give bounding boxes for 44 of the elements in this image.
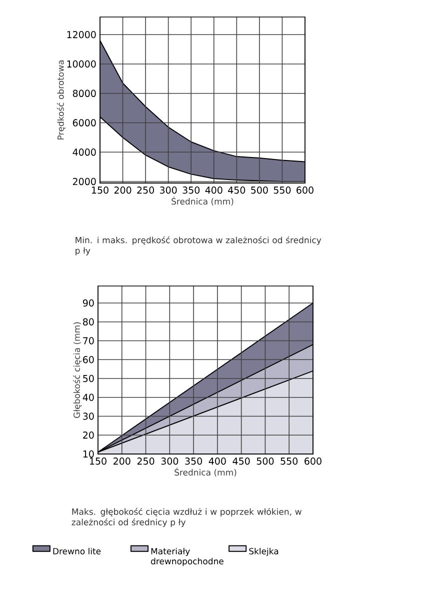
- x-tick-label: 550: [280, 458, 298, 465]
- y-tick-label: 2000: [72, 178, 96, 186]
- y-tick-label: 60: [83, 356, 94, 364]
- text: Maks. głębokość cięcia wzdłuż i w poprzek włókien, w zależności od średnicy p ły: [72, 508, 302, 528]
- y-tick-label: 90: [82, 299, 94, 307]
- y-axis-title: Prędkość obrotowa: [56, 60, 66, 140]
- x-axis-title: Średnica (mm): [174, 468, 236, 477]
- x-tick-label: 450: [232, 458, 250, 465]
- text: Min. i maks. prędkość obrotowa w zależności od średnicy p ły: [76, 236, 322, 256]
- y-tick-label: 80: [83, 318, 94, 326]
- legend-label: Materiały drewnopochodne: [151, 548, 224, 566]
- x-tick-label: 200: [114, 186, 132, 194]
- x-tick-label: 200: [114, 458, 130, 465]
- y-tick-label: 4000: [72, 148, 96, 156]
- x-tick-label: 500: [251, 186, 268, 194]
- x-tick-label: 350: [182, 186, 200, 194]
- y-tick-label: 50: [83, 374, 94, 382]
- y-tick-label: 30: [83, 412, 94, 420]
- x-tick-label: 550: [274, 186, 291, 194]
- x-tick-label: 400: [208, 458, 226, 465]
- legend-label: Sklejka: [249, 548, 278, 556]
- y-tick-label: 70: [83, 337, 94, 344]
- legend-label: Drewno lite: [53, 548, 101, 554]
- x-axis-title: Średnica (mm): [172, 196, 234, 206]
- y-tick-label: 20: [83, 432, 94, 439]
- x-tick-label: 600: [304, 458, 322, 465]
- y-tick-label: 40: [82, 394, 94, 401]
- x-tick-label: 150: [92, 186, 108, 194]
- x-tick-label: 350: [185, 458, 202, 465]
- y-tick-label: 10000: [67, 60, 96, 68]
- y-tick-label: 10: [83, 450, 94, 458]
- y-tick-label: 6000: [72, 119, 96, 126]
- x-tick-label: 450: [228, 186, 246, 194]
- x-tick-label: 300: [161, 458, 178, 465]
- x-tick-label: 250: [137, 458, 154, 465]
- y-axis-title: Głębokość cięcia (mm): [73, 322, 82, 418]
- x-tick-label: 600: [296, 186, 314, 194]
- x-tick-label: 150: [90, 458, 106, 465]
- x-tick-label: 300: [160, 186, 177, 194]
- y-tick-label: 8000: [72, 90, 96, 97]
- x-tick-label: 250: [137, 186, 154, 194]
- x-tick-label: 400: [205, 186, 222, 194]
- x-tick-label: 500: [256, 458, 274, 465]
- y-tick-label: 12000: [67, 31, 96, 38]
